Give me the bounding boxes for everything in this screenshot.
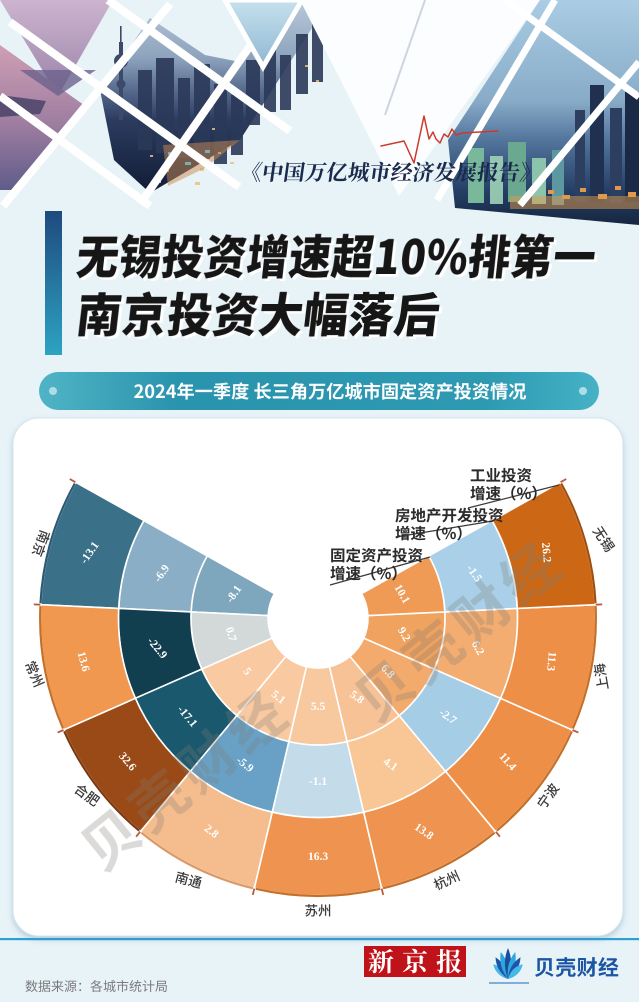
svg-text:13.6: 13.6 [75,650,92,673]
svg-text:0.7: 0.7 [223,626,238,643]
svg-text:-1.1: -1.1 [309,776,327,788]
svg-text:5.5: 5.5 [311,701,326,713]
svg-text:16.3: 16.3 [308,851,328,863]
svg-text:11.3: 11.3 [544,651,558,672]
